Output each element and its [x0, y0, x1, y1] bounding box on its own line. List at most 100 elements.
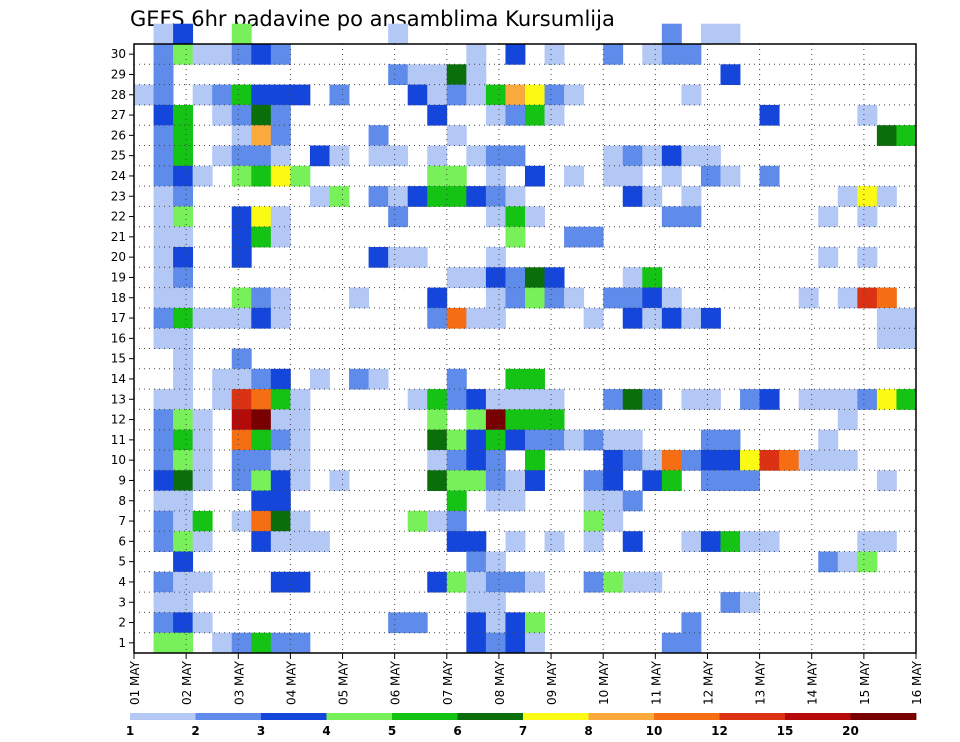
heatmap-cell [603, 145, 624, 167]
heatmap-cell [388, 186, 409, 207]
y-tick-label: 8 [118, 494, 126, 508]
colorbar-swatch [392, 713, 458, 720]
heatmap-cell [173, 186, 194, 207]
heatmap-cell [642, 287, 663, 309]
heatmap-cell [153, 125, 174, 146]
heatmap-cell [153, 186, 174, 207]
colorbar-label: 12 [711, 724, 728, 738]
heatmap-cell [270, 125, 291, 146]
heatmap-cell [251, 44, 272, 65]
heatmap-cell [153, 145, 174, 167]
heatmap-cell [446, 84, 467, 106]
heatmap-cell [798, 450, 819, 471]
colorbar-swatch [588, 713, 655, 720]
colorbar-label: 6 [453, 724, 461, 738]
heatmap-cell [564, 84, 585, 106]
heatmap-cell [407, 389, 428, 410]
heatmap-cell [740, 531, 760, 552]
heatmap-cell [270, 450, 291, 471]
heatmap-cell [231, 632, 252, 654]
heatmap-cell [290, 429, 311, 451]
heatmap-cell [720, 64, 741, 85]
heatmap-cell [525, 612, 545, 634]
colorbar-swatch [326, 713, 393, 720]
heatmap-cell [720, 531, 741, 552]
heatmap-cell [173, 429, 194, 451]
heatmap-cell [368, 247, 389, 268]
heatmap-cell [446, 429, 467, 451]
heatmap-cell [290, 165, 311, 187]
dotted-grid [134, 44, 916, 653]
heatmap-cell [485, 389, 506, 410]
heatmap-cell [446, 307, 467, 329]
heatmap-cell [153, 450, 174, 471]
heatmap-cell [622, 531, 643, 552]
y-tick-label: 13 [111, 392, 126, 406]
heatmap-cell [740, 470, 760, 491]
heatmap-cell [388, 145, 409, 167]
heatmap-cell [485, 409, 506, 431]
heatmap-cell [505, 226, 526, 248]
heatmap-cell [446, 125, 467, 146]
heatmap-cell [603, 287, 624, 309]
x-tick-label: 08 MAY [493, 660, 507, 705]
heatmap-cell [525, 368, 545, 390]
heatmap-cell [466, 307, 487, 329]
x-tick-label: 04 MAY [284, 660, 298, 705]
heatmap-cell [505, 571, 526, 593]
heatmap-cell [720, 470, 741, 491]
y-tick-label: 12 [111, 413, 126, 427]
heatmap-cell [622, 571, 643, 593]
heatmap-cell [251, 490, 272, 512]
heatmap-cell [270, 409, 291, 431]
heatmap-cell [642, 44, 663, 65]
heatmap-cell [427, 64, 448, 85]
x-tick-label: 07 MAY [441, 660, 455, 705]
heatmap-cell [231, 206, 252, 228]
heatmap-cell [231, 287, 252, 309]
y-tick-label: 19 [111, 270, 126, 284]
heatmap-cell [525, 206, 545, 228]
heatmap-cell [622, 389, 643, 410]
heatmap-cell [251, 206, 272, 228]
y-tick-label: 27 [111, 108, 126, 122]
heatmap-cell [192, 165, 213, 187]
heatmap-cell [485, 267, 506, 288]
heatmap-cell [309, 531, 330, 552]
heatmap-cell [212, 84, 233, 106]
heatmap-cell [466, 409, 487, 431]
heatmap-cell [661, 206, 682, 228]
heatmap-cell [466, 551, 487, 573]
heatmap-cells [134, 23, 917, 654]
heatmap-cell [251, 145, 272, 167]
heatmap-cell [173, 571, 194, 593]
colorbar-label: 20 [842, 724, 859, 738]
colorbar-swatch [457, 713, 524, 720]
colorbar-label: 1 [126, 724, 134, 738]
heatmap-cell [544, 287, 565, 309]
heatmap-cell [251, 84, 272, 106]
heatmap-cell [173, 104, 194, 126]
y-tick-label: 10 [111, 453, 126, 467]
colorbar-swatch [785, 713, 851, 720]
heatmap-cell [818, 551, 839, 573]
heatmap-cell [173, 226, 194, 248]
x-tick-label: 06 MAY [389, 660, 403, 705]
heatmap-cell [583, 490, 604, 512]
heatmap-cell [446, 571, 467, 593]
colorbar-label: 8 [584, 724, 592, 738]
heatmap-cell [427, 409, 448, 431]
heatmap-cell [544, 84, 565, 106]
heatmap-cell [681, 44, 702, 65]
heatmap-cell [818, 389, 839, 410]
heatmap-cell [231, 389, 252, 410]
heatmap-cell [290, 84, 311, 106]
x-axis-dates: 01 MAY 02 MAY 03 MAY 04 MAY 05 MAY 06 MAY 07 M… [128, 653, 924, 705]
heatmap-cell [270, 104, 291, 126]
heatmap-cell [857, 287, 878, 309]
heatmap-cell [407, 64, 428, 85]
y-tick-label: 5 [118, 555, 126, 569]
y-axis-ensemble-members: 1234567891011121314151617181920212223242… [111, 47, 134, 650]
heatmap-cell [231, 84, 252, 106]
heatmap-cell [231, 44, 252, 65]
